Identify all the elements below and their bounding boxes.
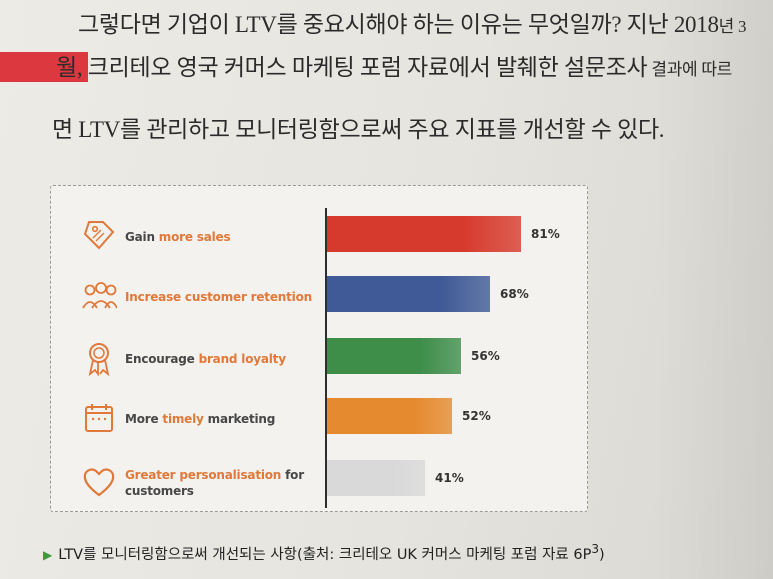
chart-row: Greater personalisation for customers xyxy=(81,458,331,508)
paragraph-line-3: 면 LTV를 관리하고 모니터링함으로써 주요 지표를 개선할 수 있다. xyxy=(52,117,665,142)
paragraph-line-1: 그렇다면 기업이 LTV를 중요시해야 하는 이유는 무엇일까? 지난 2018… xyxy=(0,6,773,44)
category-label: Gain more sales xyxy=(125,230,231,244)
bar xyxy=(327,276,490,312)
calendar-icon xyxy=(81,400,117,436)
paragraph-line-2-text: 월, 크리테오 영국 커머스 마케팅 포럼 자료에서 발췌한 설문조사 xyxy=(56,55,648,80)
value-label: 52% xyxy=(462,409,491,423)
bar xyxy=(327,338,461,374)
bar xyxy=(327,398,452,434)
red-highlight-mark xyxy=(0,52,88,82)
chart-row: Gain more sales xyxy=(81,212,331,262)
category-label: Increase customer retention xyxy=(125,290,312,304)
paragraph-line-1-text: 그렇다면 기업이 LTV를 중요시해야 하는 이유는 무엇일까? 지난 2018 xyxy=(78,12,719,37)
bar xyxy=(327,216,521,252)
category-label: More timely marketing xyxy=(125,412,276,426)
caption-close: ) xyxy=(599,546,605,563)
people-icon xyxy=(81,278,118,314)
caption-text: LTV를 모니터링함으로써 개선되는 사항(출처: 크리테오 UK 커머스 마케… xyxy=(58,546,592,563)
award-ribbon-icon xyxy=(81,340,117,377)
chart-row: Increase customer retention xyxy=(81,272,331,322)
paragraph-line-2-end: 결과에 따르 xyxy=(647,60,733,79)
bar xyxy=(327,460,425,496)
paragraph-line-2: 월, 크리테오 영국 커머스 마케팅 포럼 자료에서 발췌한 설문조사 결과에 … xyxy=(0,49,773,87)
value-label: 56% xyxy=(471,349,500,363)
category-label: Encourage brand loyalty xyxy=(125,352,286,366)
chart-axis-line xyxy=(325,208,327,508)
category-label: Greater personalisation for customers xyxy=(125,468,304,498)
figure-caption: ▶ LTV를 모니터링함으로써 개선되는 사항(출처: 크리테오 UK 커머스 마… xyxy=(43,538,743,563)
heart-icon xyxy=(81,464,117,500)
value-label: 81% xyxy=(531,227,560,241)
chart-row: More timely marketing xyxy=(81,394,331,444)
value-label: 41% xyxy=(435,471,464,485)
value-label: 68% xyxy=(500,287,529,301)
price-tag-icon xyxy=(81,218,117,254)
paragraph-line-1-end: 년 3 xyxy=(718,17,747,36)
caption-superscript: 3 xyxy=(591,542,600,556)
caption-triangle-icon: ▶ xyxy=(43,547,53,562)
chart-row: Encourage brand loyalty xyxy=(81,334,331,384)
page-shadow xyxy=(653,0,773,579)
chart-figure: Gain more sales 81% Increase customer rete… xyxy=(50,185,588,512)
